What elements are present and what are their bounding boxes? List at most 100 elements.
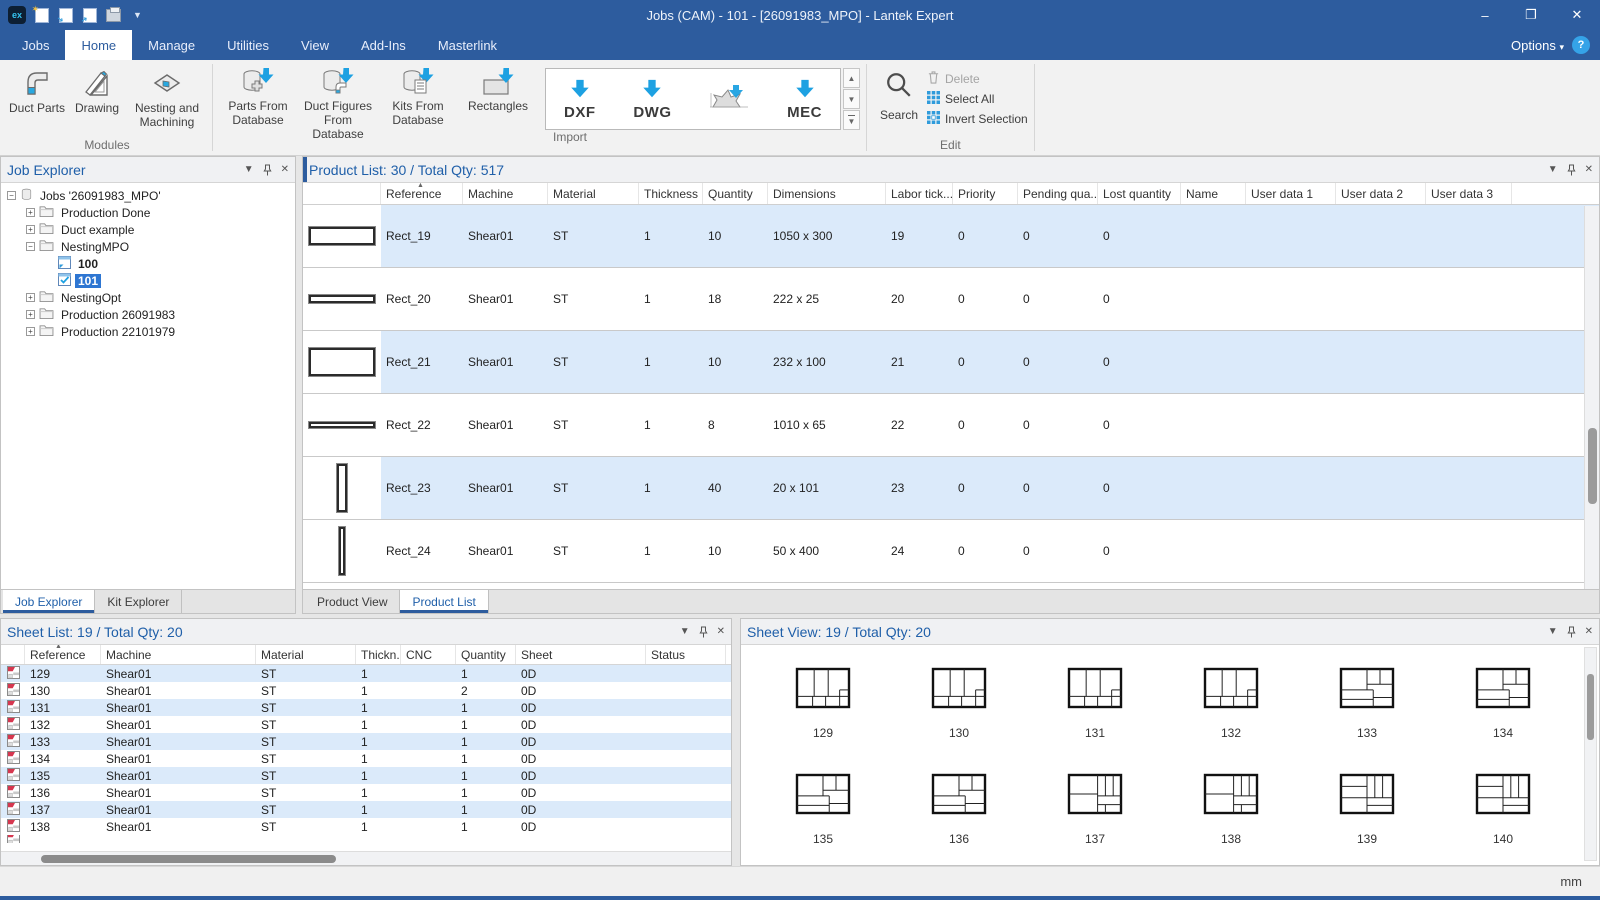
tree-expander-icon[interactable]: + <box>26 327 35 336</box>
ribbon-button-duct-figures-from-database[interactable]: Duct Figures From Database <box>299 64 377 141</box>
explorer-tab-kit-explorer[interactable]: Kit Explorer <box>95 590 182 613</box>
sheet-row[interactable]: 138Shear01ST110D <box>1 818 731 835</box>
sheet-thumbnail[interactable]: 131 <box>1027 659 1163 759</box>
edit-item-invert-selection[interactable]: Invert Selection <box>927 111 1028 127</box>
column-header-status[interactable]: Status <box>646 645 726 664</box>
menu-tab-view[interactable]: View <box>285 30 345 60</box>
gallery-down-icon[interactable]: ▼ <box>843 89 860 109</box>
sheet-row[interactable]: 136Shear01ST110D <box>1 784 731 801</box>
column-header-user-data-2[interactable]: User data 2 <box>1336 183 1426 204</box>
ribbon-button-duct-parts[interactable]: Duct Parts <box>8 64 66 134</box>
tree-expander-icon[interactable]: + <box>26 208 35 217</box>
tree-item-duct-example[interactable]: +Duct example <box>1 221 295 238</box>
column-header-user-data-3[interactable]: User data 3 <box>1426 183 1512 204</box>
sheet-thumbnail[interactable]: 130 <box>891 659 1027 759</box>
print-icon[interactable] <box>105 7 122 24</box>
product-row[interactable]: Rect_23Shear01ST14020 x 10123000 <box>303 457 1599 520</box>
sheet-thumbnail[interactable]: 137 <box>1027 765 1163 865</box>
product-row[interactable]: Rect_24Shear01ST11050 x 40024000 <box>303 520 1599 583</box>
tree-item-nestingmpo[interactable]: −NestingMPO <box>1 238 295 255</box>
restore-button[interactable]: ❐ <box>1508 0 1554 30</box>
sheet-row[interactable]: 135Shear01ST110D <box>1 767 731 784</box>
sheet-thumbnail[interactable]: 139 <box>1299 765 1435 865</box>
ribbon-button-kits-from-database[interactable]: Kits From Database <box>379 64 457 134</box>
minimize-button[interactable]: – <box>1462 0 1508 30</box>
sheet-thumbnail[interactable]: 135 <box>755 765 891 865</box>
tree-expander-icon[interactable]: + <box>26 293 35 302</box>
chevron-down-icon[interactable]: ▼ <box>1548 626 1558 637</box>
tree-item-jobs-26091983-mpo[interactable]: −Jobs '26091983_MPO' <box>1 187 295 204</box>
pin-icon[interactable] <box>699 626 708 638</box>
import-button-mec[interactable]: MEC <box>787 78 822 121</box>
column-header-quantity[interactable]: Quantity <box>703 183 768 204</box>
tree-item-production-done[interactable]: +Production Done <box>1 204 295 221</box>
sheet-list-hscrollbar[interactable] <box>1 851 731 865</box>
column-header-cnc[interactable]: CNC <box>401 645 456 664</box>
sheet-row[interactable]: 134Shear01ST110D <box>1 750 731 767</box>
close-icon[interactable]: ✕ <box>1585 626 1593 637</box>
pin-icon[interactable] <box>1567 626 1576 638</box>
sheet-row[interactable]: 132Shear01ST110D <box>1 716 731 733</box>
tree-item-production-22101979[interactable]: +Production 22101979 <box>1 323 295 340</box>
tree-item-production-26091983[interactable]: +Production 26091983 <box>1 306 295 323</box>
menu-tab-add-ins[interactable]: Add-Ins <box>345 30 422 60</box>
sheet-thumbnail[interactable]: 132 <box>1163 659 1299 759</box>
tree-expander-icon[interactable]: + <box>26 310 35 319</box>
explorer-tab-job-explorer[interactable]: Job Explorer <box>3 590 95 613</box>
menu-tab-utilities[interactable]: Utilities <box>211 30 285 60</box>
scrollbar-thumb[interactable] <box>1587 674 1594 740</box>
sheet-thumbnail[interactable]: 129 <box>755 659 891 759</box>
column-header-material[interactable]: Material <box>256 645 356 664</box>
tree-expander-icon[interactable]: + <box>26 225 35 234</box>
scrollbar-thumb[interactable] <box>1588 428 1597 504</box>
column-header-quantity[interactable]: Quantity <box>456 645 516 664</box>
product-row[interactable]: Rect_19Shear01ST1101050 x 30019000 <box>303 205 1599 268</box>
sheet-row[interactable]: 129Shear01ST110D <box>1 665 731 682</box>
customize-dropdown-icon[interactable]: ▼ <box>129 7 146 24</box>
import-button-dxf[interactable]: DXF <box>564 78 596 121</box>
gallery-up-icon[interactable]: ▲ <box>843 68 860 88</box>
column-header-labor-tick[interactable]: Labor tick... <box>886 183 953 204</box>
ribbon-button-rectangles[interactable]: Rectangles <box>459 64 537 134</box>
search-button[interactable]: Search <box>873 64 925 123</box>
pin-icon[interactable] <box>1567 164 1576 176</box>
tree-expander-icon[interactable]: − <box>26 242 35 251</box>
sheet-thumbnail[interactable]: 133 <box>1299 659 1435 759</box>
pin-icon[interactable] <box>263 164 272 176</box>
sheet-row[interactable]: 130Shear01ST120D <box>1 682 731 699</box>
tree-item-100[interactable]: 100 <box>1 255 295 272</box>
help-icon[interactable]: ? <box>1572 36 1590 54</box>
product-row[interactable]: Rect_20Shear01ST118222 x 2520000 <box>303 268 1599 331</box>
tree-item-nestingopt[interactable]: +NestingOpt <box>1 289 295 306</box>
import-button-dwg[interactable]: DWG <box>633 78 671 121</box>
options-menu[interactable]: Options ▾ <box>1511 38 1564 53</box>
menu-tab-jobs[interactable]: Jobs <box>6 30 65 60</box>
sheet-thumbnail[interactable]: 140 <box>1435 765 1571 865</box>
column-header-reference[interactable]: Reference▲ <box>25 645 101 664</box>
chevron-down-icon[interactable]: ▼ <box>244 164 254 175</box>
chevron-down-icon[interactable]: ▼ <box>680 626 690 637</box>
close-button[interactable]: ✕ <box>1554 0 1600 30</box>
column-header-reference[interactable]: Reference▲ <box>381 183 463 204</box>
sheet-thumbnail[interactable]: 136 <box>891 765 1027 865</box>
vertical-splitter[interactable] <box>732 618 740 866</box>
product-row[interactable]: Rect_22Shear01ST181010 x 6522000 <box>303 394 1599 457</box>
ribbon-button-nesting-and-machining[interactable]: Nesting and Machining <box>128 64 206 134</box>
column-header-priority[interactable]: Priority <box>953 183 1018 204</box>
product-list-scrollbar[interactable] <box>1584 206 1599 589</box>
ribbon-button-drawing[interactable]: Drawing <box>68 64 126 134</box>
scrollbar-thumb[interactable] <box>41 855 336 863</box>
column-header-pending-qua[interactable]: Pending qua... <box>1018 183 1098 204</box>
column-header-thickn[interactable]: Thickn... <box>356 645 401 664</box>
sheet-thumbnail[interactable]: 138 <box>1163 765 1299 865</box>
product-row[interactable]: Rect_21Shear01ST110232 x 10021000 <box>303 331 1599 394</box>
sheet-row[interactable]: 131Shear01ST110D <box>1 699 731 716</box>
import-button-part-shape[interactable] <box>709 83 749 116</box>
column-header-dimensions[interactable]: Dimensions <box>768 183 886 204</box>
column-header-name[interactable]: Name <box>1181 183 1246 204</box>
column-header-thickness[interactable]: Thickness <box>639 183 703 204</box>
column-header-machine[interactable]: Machine <box>463 183 548 204</box>
sheet-view-scrollbar[interactable] <box>1584 647 1597 861</box>
product-tab-product-view[interactable]: Product View <box>305 590 400 613</box>
column-header-material[interactable]: Material <box>548 183 639 204</box>
